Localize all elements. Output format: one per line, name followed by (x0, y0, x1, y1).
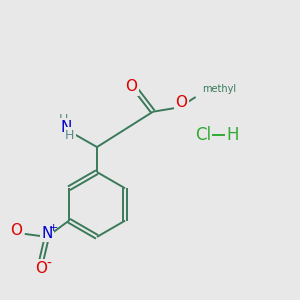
Text: N: N (41, 226, 52, 241)
Text: O: O (35, 261, 47, 276)
Text: N: N (60, 120, 72, 135)
Text: +: + (49, 223, 58, 233)
Text: methyl: methyl (202, 84, 236, 94)
Text: Cl: Cl (195, 126, 211, 144)
Text: O: O (11, 223, 22, 238)
Text: -: - (46, 256, 51, 270)
Text: H: H (226, 126, 239, 144)
Text: O: O (176, 94, 188, 110)
Text: H: H (65, 129, 74, 142)
Text: O: O (125, 80, 137, 94)
Text: H: H (59, 112, 68, 126)
